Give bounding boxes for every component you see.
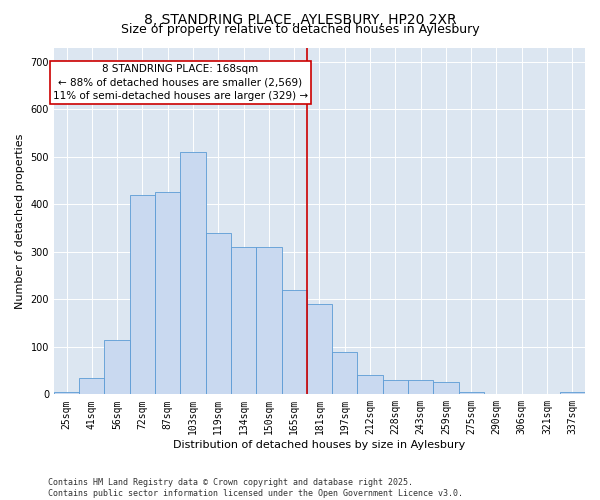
Bar [130,195,155,394]
Text: 8 STANDRING PLACE: 168sqm
← 88% of detached houses are smaller (2,569)
11% of se: 8 STANDRING PLACE: 168sqm ← 88% of detac… [53,64,308,100]
Text: Size of property relative to detached houses in Aylesbury: Size of property relative to detached ho… [121,22,479,36]
Bar [281,290,307,395]
Bar [358,376,383,394]
Y-axis label: Number of detached properties: Number of detached properties [15,133,25,308]
Bar [383,380,408,394]
Bar [408,380,433,394]
Bar [79,378,104,394]
Bar [104,340,130,394]
Bar [155,192,181,394]
Bar [181,152,206,394]
Bar [307,304,332,394]
Bar [54,392,79,394]
Bar [458,392,484,394]
Bar [256,247,281,394]
X-axis label: Distribution of detached houses by size in Aylesbury: Distribution of detached houses by size … [173,440,466,450]
Bar [206,233,231,394]
Bar [433,382,458,394]
Bar [332,352,358,395]
Text: 8, STANDRING PLACE, AYLESBURY, HP20 2XR: 8, STANDRING PLACE, AYLESBURY, HP20 2XR [143,12,457,26]
Text: Contains HM Land Registry data © Crown copyright and database right 2025.
Contai: Contains HM Land Registry data © Crown c… [48,478,463,498]
Bar [231,247,256,394]
Bar [560,392,585,394]
